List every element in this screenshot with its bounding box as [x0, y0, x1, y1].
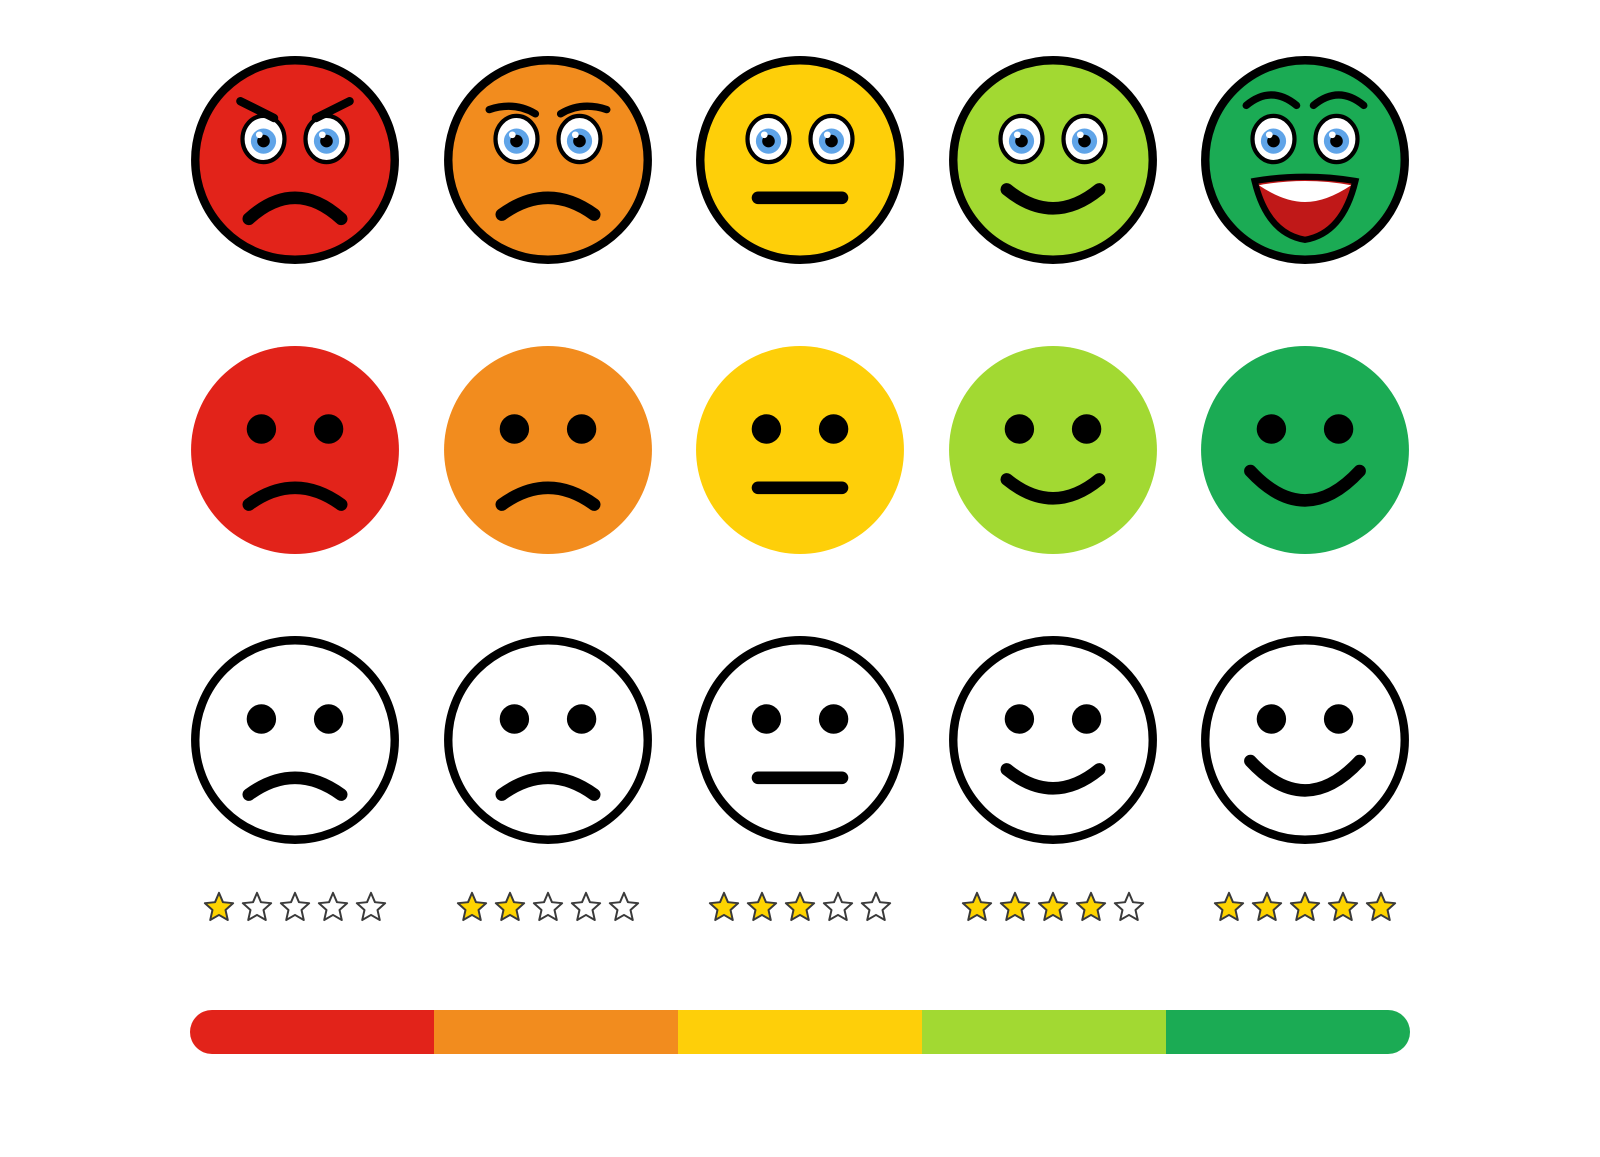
star-filled-icon — [707, 890, 741, 924]
bar-segment-3 — [678, 1010, 922, 1054]
star-group-3 — [695, 890, 905, 924]
star-filled-icon — [1074, 890, 1108, 924]
star-empty-icon — [821, 890, 855, 924]
star-filled — [707, 890, 741, 924]
face-neutral — [695, 635, 905, 845]
face-sad-icon — [190, 635, 400, 845]
star-filled-icon — [493, 890, 527, 924]
star-empty-icon — [354, 890, 388, 924]
face-very-happy-icon — [1200, 55, 1410, 265]
star-empty — [1112, 890, 1146, 924]
face-neutral-icon — [695, 635, 905, 845]
star-filled-icon — [960, 890, 994, 924]
star-filled-icon — [202, 890, 236, 924]
star-filled — [493, 890, 527, 924]
star-empty-icon — [1112, 890, 1146, 924]
face-sad-icon — [443, 55, 653, 265]
face-angry-icon — [190, 55, 400, 265]
star-empty-icon — [278, 890, 312, 924]
star-filled — [1074, 890, 1108, 924]
face-sad-icon — [443, 345, 653, 555]
star-filled-icon — [1036, 890, 1070, 924]
star-group-1 — [190, 890, 400, 924]
gradient-bar — [190, 1010, 1410, 1054]
face-very-happy — [1200, 55, 1410, 265]
star-empty — [569, 890, 603, 924]
star-group-2 — [443, 890, 653, 924]
star-empty — [354, 890, 388, 924]
star-filled — [1250, 890, 1284, 924]
face-neutral-icon — [695, 55, 905, 265]
star-filled — [745, 890, 779, 924]
star-empty-icon — [569, 890, 603, 924]
star-filled — [960, 890, 994, 924]
star-empty-icon — [859, 890, 893, 924]
star-filled — [783, 890, 817, 924]
face-neutral — [695, 55, 905, 265]
star-empty-icon — [316, 890, 350, 924]
star-empty-icon — [531, 890, 565, 924]
star-filled-icon — [1212, 890, 1246, 924]
rating-infographic — [0, 0, 1600, 1157]
star-filled — [1212, 890, 1246, 924]
face-happy — [948, 345, 1158, 555]
face-very-happy — [1200, 345, 1410, 555]
face-very-happy-icon — [1200, 345, 1410, 555]
star-filled — [1326, 890, 1360, 924]
star-empty — [531, 890, 565, 924]
star-empty — [859, 890, 893, 924]
star-empty-icon — [607, 890, 641, 924]
bar-segment-1 — [190, 1010, 434, 1054]
star-filled-icon — [783, 890, 817, 924]
face-sad-icon — [443, 635, 653, 845]
face-very-happy — [1200, 635, 1410, 845]
star-filled — [998, 890, 1032, 924]
face-angry — [190, 55, 400, 265]
face-happy — [948, 635, 1158, 845]
star-group-4 — [948, 890, 1158, 924]
star-filled — [1288, 890, 1322, 924]
star-filled-icon — [998, 890, 1032, 924]
star-filled-icon — [455, 890, 489, 924]
face-sad — [443, 635, 653, 845]
face-sad-icon — [190, 345, 400, 555]
face-happy-icon — [948, 635, 1158, 845]
face-sad — [443, 345, 653, 555]
star-empty — [240, 890, 274, 924]
star-filled — [1364, 890, 1398, 924]
face-happy — [948, 55, 1158, 265]
face-happy-icon — [948, 55, 1158, 265]
star-empty-icon — [240, 890, 274, 924]
star-filled-icon — [745, 890, 779, 924]
stars-row — [190, 890, 1410, 924]
star-filled — [455, 890, 489, 924]
bar-segment-4 — [922, 1010, 1166, 1054]
star-filled-icon — [1250, 890, 1284, 924]
face-neutral — [695, 345, 905, 555]
face-happy-icon — [948, 345, 1158, 555]
star-filled-icon — [1364, 890, 1398, 924]
star-empty — [821, 890, 855, 924]
bar-segment-2 — [434, 1010, 678, 1054]
star-empty — [607, 890, 641, 924]
star-filled — [202, 890, 236, 924]
face-row-outline — [190, 635, 1410, 845]
star-empty — [278, 890, 312, 924]
star-filled-icon — [1326, 890, 1360, 924]
face-row-flat — [190, 345, 1410, 555]
face-sad — [190, 635, 400, 845]
star-group-5 — [1200, 890, 1410, 924]
face-sad — [190, 345, 400, 555]
bar-segment-5 — [1166, 1010, 1410, 1054]
star-filled-icon — [1288, 890, 1322, 924]
face-sad — [443, 55, 653, 265]
star-empty — [316, 890, 350, 924]
face-neutral-icon — [695, 345, 905, 555]
star-filled — [1036, 890, 1070, 924]
face-row-cartoon — [190, 55, 1410, 265]
face-very-happy-icon — [1200, 635, 1410, 845]
